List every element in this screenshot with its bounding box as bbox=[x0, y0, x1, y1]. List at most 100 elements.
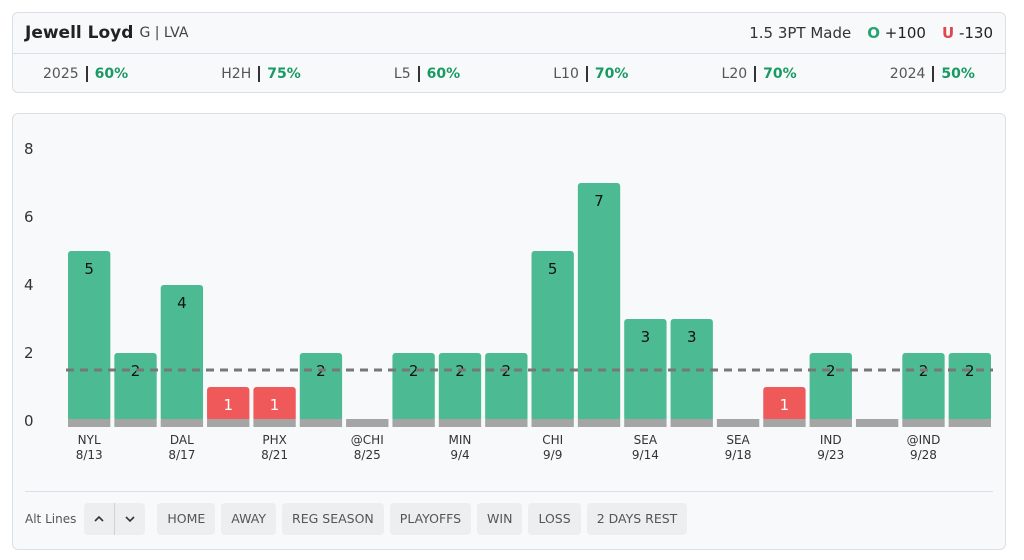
stat[interactable]: L20 70% bbox=[721, 66, 797, 82]
filter-button[interactable]: PLAYOFFS bbox=[389, 503, 472, 535]
down-button[interactable] bbox=[115, 503, 146, 535]
value-label: 5 bbox=[84, 260, 94, 278]
bar-base bbox=[485, 419, 528, 427]
x-date-label: 9/9 bbox=[543, 448, 562, 462]
stats-row: 2025 60% H2H 75% L5 60% L10 70% L20 70% 2024 50% bbox=[13, 54, 1005, 94]
x-tick-label: PHX bbox=[262, 433, 286, 447]
y-tick-label: 2 bbox=[24, 344, 34, 362]
value-label: 2 bbox=[131, 362, 141, 380]
x-tick-label: NYL bbox=[78, 433, 101, 447]
x-date-label: 8/17 bbox=[168, 448, 195, 462]
bar bbox=[577, 183, 621, 421]
over[interactable]: O +100 bbox=[867, 24, 926, 42]
stat[interactable]: L5 60% bbox=[393, 66, 461, 82]
filters: Alt Lines HOME AWAY REG SEASON PLAYOFFS WIN L… bbox=[25, 503, 693, 535]
filter-button[interactable]: LOSS bbox=[528, 503, 581, 535]
y-tick-label: 0 bbox=[24, 412, 34, 430]
bar-base bbox=[253, 419, 296, 427]
bar bbox=[68, 251, 111, 421]
player-card: Jewell Loyd G | LVA 1.5 3PT Made O +100 … bbox=[12, 12, 1006, 93]
bar-base bbox=[670, 419, 713, 427]
filter-button[interactable]: HOME bbox=[157, 503, 216, 535]
bar bbox=[531, 251, 574, 421]
value-label: 3 bbox=[641, 328, 651, 346]
header-row: Jewell Loyd G | LVA 1.5 3PT Made O +100 … bbox=[13, 13, 1005, 54]
under-odds: -130 bbox=[958, 24, 993, 42]
x-date-label: 8/21 bbox=[261, 448, 288, 462]
y-tick-label: 6 bbox=[24, 208, 34, 226]
bar-base bbox=[809, 419, 852, 427]
x-date-label: 9/23 bbox=[817, 448, 844, 462]
under-label: U bbox=[941, 24, 955, 42]
x-tick-label: SEA bbox=[726, 433, 750, 447]
under[interactable]: U -130 bbox=[942, 24, 993, 42]
x-tick-label: SEA bbox=[634, 433, 658, 447]
bar-base bbox=[531, 419, 574, 427]
stat-label: 2025 bbox=[43, 66, 88, 82]
over-odds: +100 bbox=[884, 24, 926, 42]
value-label: 1 bbox=[223, 396, 233, 414]
bar-base bbox=[207, 419, 250, 427]
x-tick-label: DAL bbox=[170, 433, 194, 447]
stat[interactable]: L10 70% bbox=[553, 66, 628, 82]
up-button[interactable] bbox=[84, 503, 116, 535]
x-tick-label: MIN bbox=[449, 433, 472, 447]
down-icon bbox=[125, 516, 135, 522]
value-label: 1 bbox=[780, 396, 790, 414]
bar bbox=[253, 387, 296, 421]
stat-value: 70% bbox=[763, 66, 797, 82]
value-label: 4 bbox=[177, 294, 187, 312]
stat-value: 60% bbox=[94, 66, 129, 82]
bar-base bbox=[763, 419, 806, 427]
stat-value: 60% bbox=[426, 66, 461, 82]
bar-base bbox=[392, 419, 435, 427]
x-tick-label: CHI bbox=[542, 433, 563, 447]
prop: 1.5 3PT Made bbox=[749, 24, 851, 42]
x-date-label: 9/18 bbox=[725, 448, 752, 462]
stat-value: 50% bbox=[941, 66, 975, 82]
value-label: 7 bbox=[594, 192, 604, 210]
y-tick-label: 8 bbox=[24, 140, 34, 158]
x-tick-label: IND bbox=[820, 433, 842, 447]
filter-button[interactable]: WIN bbox=[477, 503, 523, 535]
up-icon bbox=[94, 516, 104, 522]
stat-label: H2H bbox=[221, 66, 261, 82]
filter-button[interactable]: REG SEASON bbox=[282, 503, 384, 535]
stat[interactable]: H2H 75% bbox=[221, 66, 301, 82]
x-tick-label: @CHI bbox=[351, 433, 384, 447]
prop-line: 1.5 bbox=[749, 24, 774, 42]
x-date-label: 8/25 bbox=[354, 448, 381, 462]
player-position: G | LVA bbox=[139, 25, 189, 41]
bar-base bbox=[716, 419, 760, 427]
value-label: 1 bbox=[270, 396, 280, 414]
y-tick-label: 4 bbox=[24, 276, 34, 294]
bar-base bbox=[577, 419, 621, 427]
bar-base bbox=[855, 419, 899, 427]
value-label: 2 bbox=[409, 362, 419, 380]
stat-label: 2024 bbox=[889, 66, 935, 82]
x-date-label: 9/28 bbox=[910, 448, 937, 462]
x-date-label: 9/4 bbox=[450, 448, 469, 462]
stat[interactable]: 2024 50% bbox=[889, 66, 975, 82]
bar-base bbox=[68, 419, 111, 427]
stat-label: L10 bbox=[553, 66, 588, 82]
bar-base bbox=[902, 419, 945, 427]
over-label: O bbox=[867, 24, 880, 42]
bar-base bbox=[948, 419, 991, 427]
separator bbox=[25, 491, 993, 492]
stat[interactable]: 2025 60% bbox=[43, 66, 128, 82]
x-tick-label: @IND bbox=[907, 433, 941, 447]
bar bbox=[207, 387, 250, 421]
stat-label: L20 bbox=[721, 66, 757, 82]
bar-base bbox=[624, 419, 667, 427]
filter-button[interactable]: 2 DAYS REST bbox=[586, 503, 688, 535]
bar bbox=[763, 387, 806, 421]
stat-value: 70% bbox=[594, 66, 629, 82]
prop-stat: 3PT Made bbox=[777, 24, 852, 42]
bar bbox=[670, 319, 713, 421]
alt-lines-label: Alt Lines bbox=[25, 512, 77, 526]
filter-button[interactable]: AWAY bbox=[221, 503, 277, 535]
stat-label: L5 bbox=[393, 66, 420, 82]
